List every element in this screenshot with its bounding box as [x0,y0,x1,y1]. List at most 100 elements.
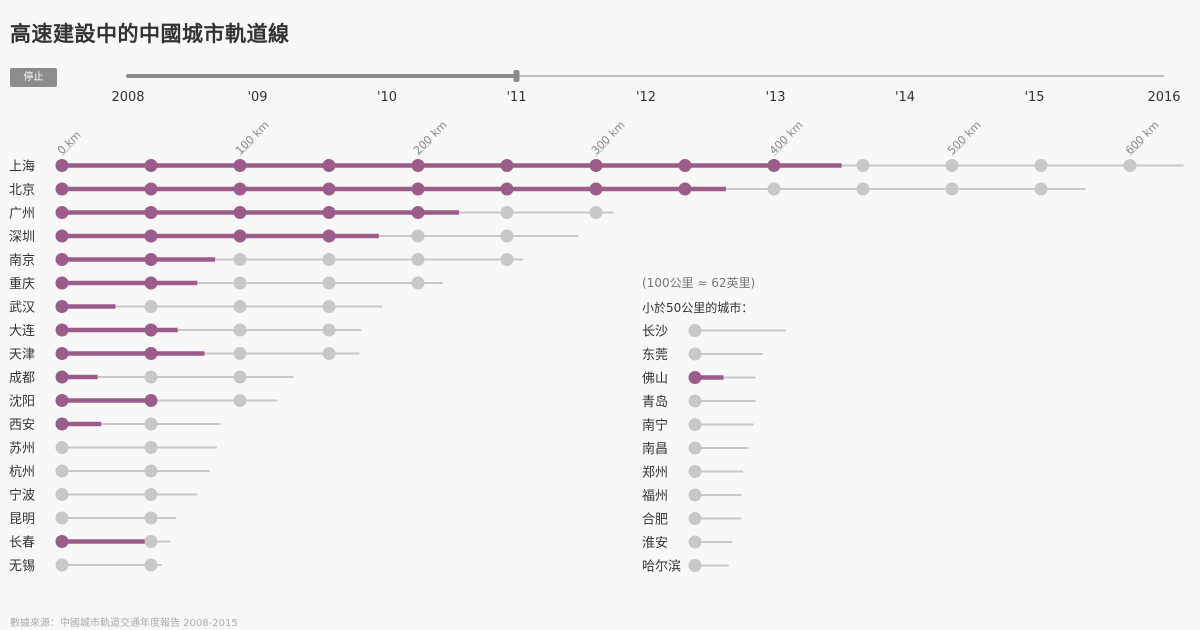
timeline-year-label[interactable]: '10 [377,90,397,105]
milestone-dot [55,276,69,290]
milestone-dot [767,182,781,196]
city-label: 重庆 [9,276,35,292]
km-axis: 0 km 100 km 200 km 300 km 400 km 500 km 600 km [55,119,1162,158]
small-city-row: 哈尔滨 [642,559,729,575]
city-row: 上海 [9,159,1184,175]
city-label: 东莞 [642,348,668,363]
milestone-dot [233,159,247,172]
small-city-row: 东莞 [642,347,763,363]
timeline-slider[interactable]: 2008 '09 '10 '11 '12 '13 '14 '15 2016 [111,70,1181,105]
city-row: 南京 [9,253,524,269]
timeline-year-label[interactable]: 2016 [1147,90,1180,105]
city-label: 长春 [9,536,35,551]
milestone-dot [411,182,425,196]
milestone-dot [856,182,870,196]
milestone-dot [233,370,247,384]
milestone-dot [945,182,959,196]
milestone-dot [678,182,692,196]
milestone-dot [688,441,702,455]
milestone-dot [144,370,158,384]
timeline-year-label[interactable]: '11 [506,90,526,105]
milestone-dot [55,347,69,360]
city-label: 佛山 [642,372,668,387]
stop-button[interactable]: 停止 [10,68,57,87]
source-note: 數據來源：中國城市軌道交通年度報告 2008-2015 [10,618,238,629]
milestone-dot [322,206,336,219]
city-label: 沈阳 [9,395,35,410]
city-row: 长春 [9,535,171,551]
milestone-dot [589,206,603,219]
timeline-handle[interactable] [513,70,520,82]
small-city-row: 青岛 [642,394,756,410]
milestone-dot [55,206,69,219]
axis-tick-label: 100 km [233,119,272,158]
axis-tick-mark [951,141,967,157]
city-label: 北京 [9,183,35,198]
milestone-dot [55,300,69,313]
milestone-dot [500,229,514,243]
milestone-dot [589,182,603,196]
milestone-dot [233,253,247,266]
city-row: 宁波 [9,488,198,504]
milestone-dot [688,347,702,361]
milestone-dot [144,464,158,478]
timeline-year-label[interactable]: '12 [636,90,656,105]
axis-tick-mark [417,141,433,157]
timeline-year-label[interactable]: '14 [895,90,915,105]
milestone-dot [55,535,69,548]
city-label: 青岛 [642,394,668,410]
city-label: 淮安 [642,536,668,551]
milestone-dot [1034,182,1048,196]
city-row: 武汉 [9,300,383,316]
city-label: 广州 [9,207,35,222]
city-label: 武汉 [9,301,35,316]
timeline-year-label[interactable]: '15 [1024,90,1044,105]
small-city-row: 长沙 [642,324,786,340]
milestone-dot [688,394,702,408]
timeline-year-label[interactable]: '13 [765,90,785,105]
milestone-dot [144,229,158,243]
milestone-dot [55,441,69,454]
milestone-dot [688,371,702,384]
city-label: 杭州 [9,465,35,480]
milestone-dot [55,558,69,572]
city-row: 大连 [9,323,362,339]
city-row: 西安 [9,417,221,433]
axis-tick-mark [773,141,789,157]
milestone-dot [500,159,514,172]
city-label: 无锡 [9,559,35,574]
small-city-row: 淮安 [642,535,733,551]
milestone-dot [233,206,247,219]
city-label: 哈尔滨 [642,559,681,575]
milestone-dot [688,324,702,337]
milestone-dot [411,253,425,266]
axis-tick-label: 500 km [945,119,984,158]
milestone-dot [322,276,336,290]
city-row: 广州 [9,206,614,222]
milestone-dot [233,182,247,196]
milestone-dot [233,229,247,243]
timeline-year-label[interactable]: 2008 [111,90,144,105]
milestone-dot [322,323,336,337]
city-label: 天津 [9,348,35,363]
milestone-dot [144,323,158,337]
axis-tick-mark [595,141,611,157]
milestone-dot [688,559,702,572]
milestone-dot [688,465,702,478]
city-label: 上海 [9,160,35,175]
milestone-dot [322,159,336,172]
milestone-dot [144,253,158,266]
city-row: 成都 [9,370,294,386]
milestone-dot [144,300,158,313]
city-label: 苏州 [9,441,35,457]
milestone-dot [55,159,69,172]
city-label: 南昌 [642,441,668,457]
milestone-dot [55,488,69,501]
city-row: 沈阳 [9,394,278,410]
milestone-dot [1123,159,1137,172]
timeline-year-label[interactable]: '09 [247,90,267,105]
axis-tick-label: 0 km [55,128,84,157]
milestone-dot [688,512,702,525]
